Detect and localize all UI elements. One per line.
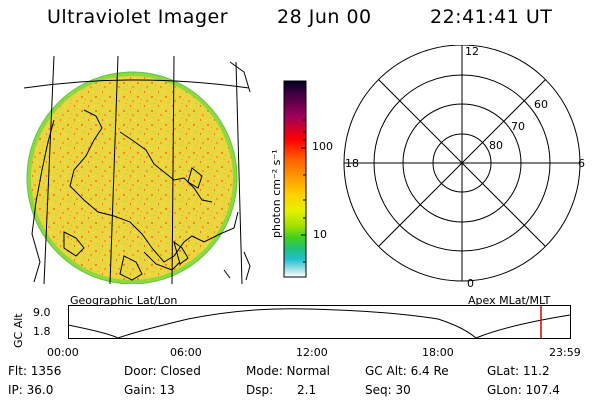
mlt-label-6: 6	[578, 157, 585, 170]
colorbar-tick-10: 10	[313, 228, 327, 241]
altitude-timeline	[68, 305, 571, 339]
mlt-label-12: 12	[465, 45, 479, 58]
time-label: 22:41:41 UT	[430, 6, 553, 28]
polar-plot	[343, 45, 581, 282]
sequence-number: Seq: 30	[365, 383, 411, 397]
mlt-label-18: 18	[345, 157, 359, 170]
instrument-title: Ultraviolet Imager	[47, 6, 229, 28]
altitude-tick-low: 1.8	[33, 325, 51, 338]
mlat-label-80: 80	[489, 139, 503, 152]
colorbar	[283, 80, 307, 278]
mode-value: Mode: Normal	[246, 364, 330, 378]
polar-projection-label: Apex MLat/MLT	[468, 294, 551, 307]
geographic-longitude: GLon: 107.4	[487, 383, 560, 397]
flight-number: Flt: 1356	[8, 364, 62, 378]
colorbar-tick-100: 100	[312, 140, 333, 153]
time-tick-1800: 18:00	[422, 346, 454, 359]
coastlines	[31, 61, 251, 283]
ip-value: IP: 36.0	[8, 383, 54, 397]
time-tick-2359: 23:59	[549, 346, 581, 359]
mlt-label-0: 0	[467, 277, 474, 290]
graticule	[24, 55, 250, 284]
gain-value: Gain: 13	[124, 383, 175, 397]
geographic-latitude: GLat: 11.2	[487, 364, 550, 378]
mlat-label-60: 60	[534, 98, 548, 111]
colorbar-unit-label: photon cm⁻² s⁻¹	[270, 149, 283, 238]
mlat-label-70: 70	[511, 120, 525, 133]
altitude-tick-high: 9.0	[33, 306, 51, 319]
auroral-image	[24, 55, 251, 284]
date-label: 28 Jun 00	[277, 6, 372, 28]
time-tick-0000: 00:00	[47, 346, 79, 359]
time-tick-0600: 06:00	[170, 346, 202, 359]
dsp-value: 2.1	[297, 383, 317, 397]
door-status: Door: Closed	[124, 364, 201, 378]
dsp-label: Dsp:	[246, 383, 274, 397]
image-projection-label: Geographic Lat/Lon	[70, 294, 178, 307]
earth-disc-edge	[26, 71, 238, 284]
time-tick-1200: 12:00	[296, 346, 328, 359]
gc-altitude: GC Alt: 6.4 Re	[365, 364, 449, 378]
altitude-axis-label: GC Alt	[12, 313, 25, 348]
